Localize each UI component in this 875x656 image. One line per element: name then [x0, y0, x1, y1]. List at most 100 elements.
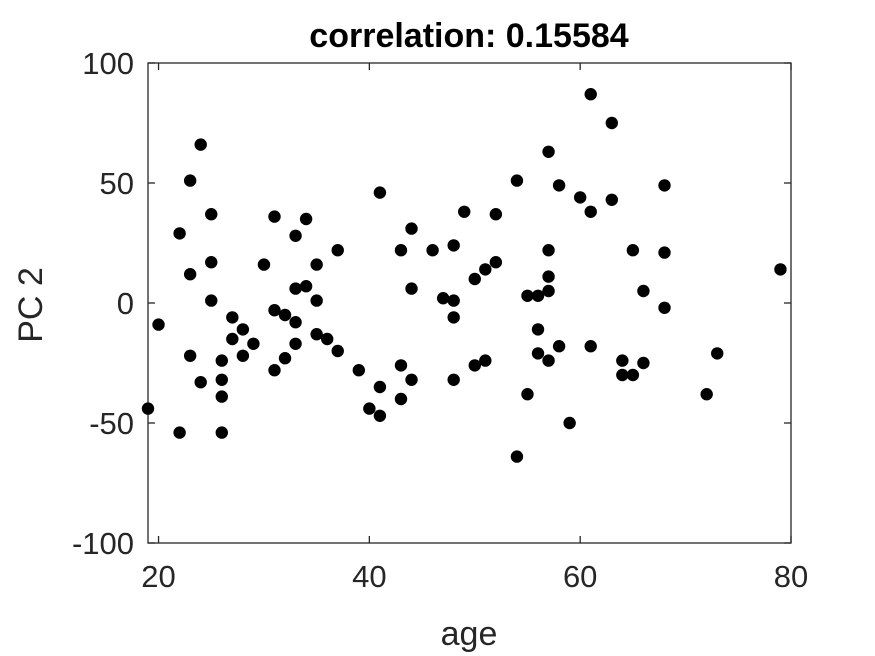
data-point — [268, 210, 281, 223]
data-point — [405, 282, 418, 295]
y-tick-label: 50 — [100, 166, 134, 201]
data-point — [320, 332, 334, 346]
data-point — [289, 337, 302, 350]
data-point — [289, 229, 302, 242]
data-point — [426, 244, 439, 257]
data-point — [605, 116, 619, 130]
data-point — [436, 292, 450, 305]
data-point — [700, 388, 713, 401]
y-tick-label: -100 — [72, 526, 134, 561]
data-point — [352, 364, 366, 377]
data-point — [552, 179, 566, 192]
data-point — [584, 205, 597, 218]
data-point — [257, 258, 271, 271]
data-point — [658, 246, 671, 259]
data-point — [584, 88, 597, 101]
data-point — [447, 294, 460, 307]
data-point — [542, 244, 555, 257]
data-point — [489, 208, 503, 221]
data-point — [331, 344, 344, 358]
data-point — [236, 349, 250, 362]
data-point — [278, 352, 292, 365]
data-point — [531, 323, 545, 336]
x-axis: 20 40 60 80 — [141, 63, 808, 594]
data-point — [299, 212, 313, 226]
y-tick-label: 0 — [117, 286, 134, 321]
data-point — [226, 311, 239, 324]
data-point — [542, 145, 555, 158]
data-point — [363, 402, 376, 415]
data-point — [405, 222, 418, 235]
data-point — [215, 426, 228, 439]
data-point — [278, 308, 292, 322]
data-point — [247, 337, 260, 350]
data-point — [373, 186, 387, 199]
data-point — [173, 426, 186, 439]
data-point — [289, 282, 302, 295]
data-point — [141, 402, 155, 415]
data-point — [605, 193, 619, 206]
data-point — [626, 368, 640, 382]
data-point — [584, 340, 597, 353]
data-point — [394, 244, 408, 257]
data-point — [373, 409, 387, 422]
data-point — [268, 364, 281, 377]
data-point — [289, 316, 302, 329]
data-point — [194, 138, 207, 151]
data-point — [394, 392, 408, 406]
data-point — [215, 354, 228, 367]
x-tick-label: 20 — [141, 559, 175, 594]
data-point — [215, 373, 228, 386]
data-point — [215, 390, 228, 403]
data-point — [183, 349, 197, 362]
data-point — [183, 174, 197, 187]
y-axis: -100 -50 0 50 100 — [72, 46, 791, 561]
data-point — [542, 270, 555, 283]
y-axis-label: PC 2 — [12, 267, 50, 343]
data-point — [774, 263, 787, 276]
data-point — [552, 340, 566, 353]
data-point — [447, 239, 460, 252]
data-point — [479, 263, 492, 276]
data-point — [637, 356, 650, 370]
data-point — [447, 373, 460, 386]
data-point — [510, 450, 524, 463]
data-point — [236, 323, 250, 336]
data-point — [152, 318, 165, 331]
x-tick-label: 60 — [563, 559, 597, 594]
data-point — [226, 332, 239, 346]
data-point — [616, 368, 629, 382]
data-point — [331, 244, 344, 257]
data-point — [542, 354, 555, 367]
data-point — [405, 373, 418, 386]
data-point — [531, 289, 545, 302]
data-point — [658, 301, 671, 314]
data-point — [194, 376, 207, 389]
data-point — [299, 280, 313, 293]
x-tick-label: 80 — [774, 559, 808, 594]
data-point — [268, 304, 281, 317]
data-point — [626, 244, 640, 257]
data-point — [616, 354, 629, 367]
data-point — [468, 272, 481, 286]
data-point — [489, 256, 503, 269]
data-point — [531, 347, 545, 360]
data-point — [205, 256, 218, 269]
data-point — [205, 294, 218, 307]
data-point — [310, 328, 323, 341]
plot-frame — [147, 62, 792, 544]
y-tick-label: 100 — [82, 46, 134, 81]
data-point — [510, 174, 524, 187]
data-points — [141, 88, 787, 463]
data-point — [563, 416, 576, 430]
data-point — [310, 258, 323, 271]
data-point — [479, 354, 492, 367]
data-point — [447, 311, 460, 324]
data-point — [542, 284, 555, 298]
data-point — [310, 294, 323, 307]
data-point — [521, 388, 534, 401]
data-point — [711, 347, 724, 360]
data-point — [183, 268, 197, 281]
data-point — [468, 359, 481, 372]
